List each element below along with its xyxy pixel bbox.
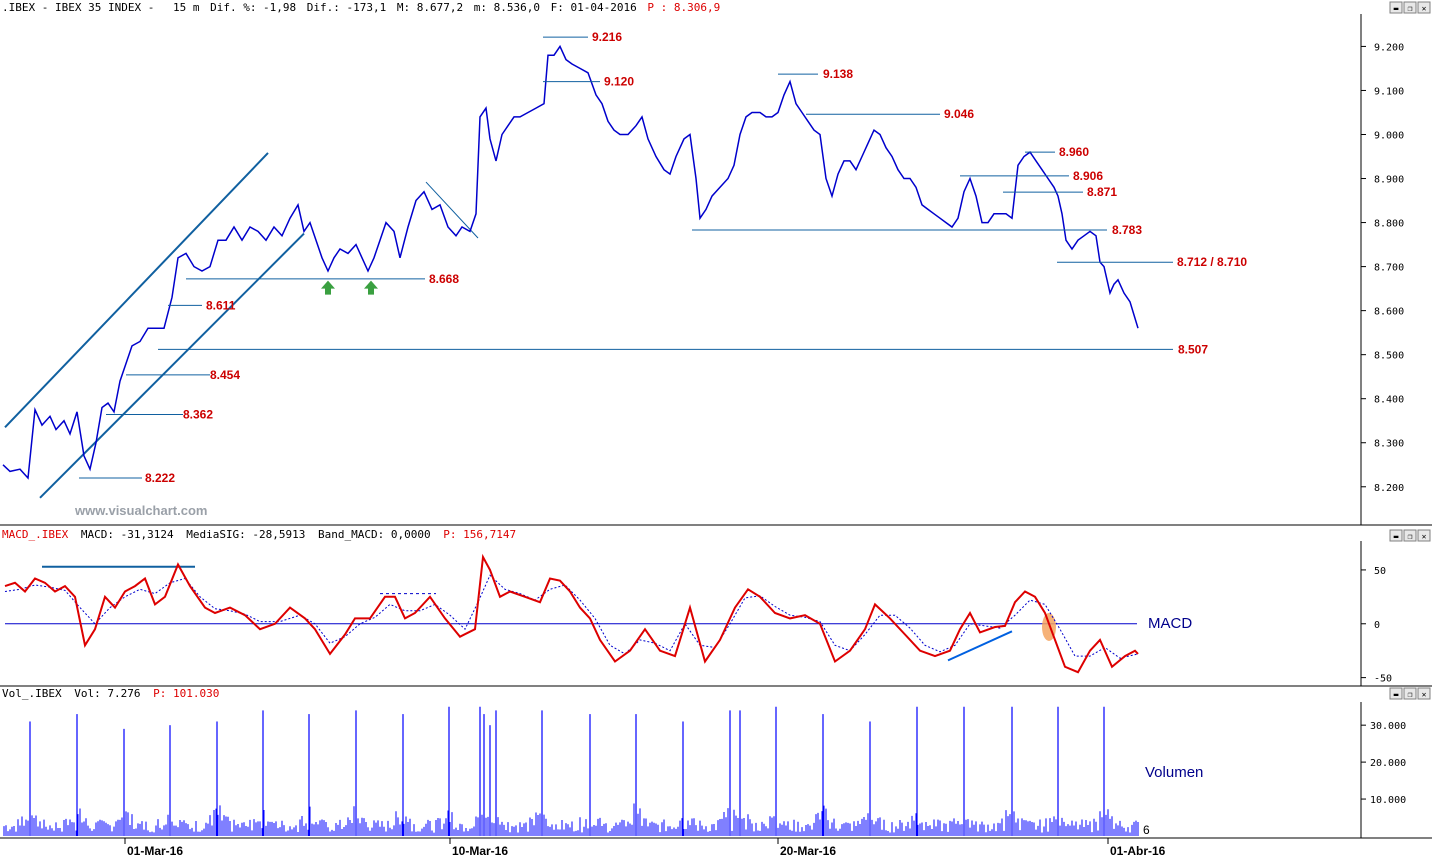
price-y-tick-label: 9.000 xyxy=(1374,130,1404,141)
macd-minimize-icon: ▬ xyxy=(1394,532,1399,541)
volume-bars xyxy=(3,706,1139,836)
price-y-tick-label: 9.200 xyxy=(1374,42,1404,53)
date-tick-label: 01-Mar-16 xyxy=(127,844,183,857)
level-label: 8.362 xyxy=(183,408,213,422)
vol-restore-icon: ❐ xyxy=(1408,690,1413,699)
macd-y-axis: 50 0 -50 xyxy=(1361,566,1392,685)
close-icon: ✕ xyxy=(1422,4,1427,13)
vol-y-tick-label: 30.000 xyxy=(1370,721,1406,732)
macd-annotation-line xyxy=(947,630,1013,662)
macd-restore-icon: ❐ xyxy=(1408,532,1413,541)
level-label: 8.783 xyxy=(1112,223,1142,237)
volume-label: Volumen xyxy=(1145,764,1203,781)
date-tick-label: 01-Abr-16 xyxy=(1110,844,1166,857)
close-button[interactable] xyxy=(1417,1,1431,14)
watermark: www.visualchart.com xyxy=(74,503,207,518)
level-label: 8.668 xyxy=(429,272,459,286)
macd-y-tick-label: 0 xyxy=(1374,620,1380,631)
macd-label: MACD xyxy=(1148,615,1192,632)
price-y-tick-label: 8.900 xyxy=(1374,175,1404,186)
level-label: 9.216 xyxy=(592,30,622,44)
volume-header: Vol_.IBEX Vol: 7.276 P: 101.030 xyxy=(2,687,219,700)
level-label: 8.222 xyxy=(145,471,175,485)
volume-y-axis: 30.000 20.000 10.000 xyxy=(1361,721,1406,806)
channel-line xyxy=(4,152,269,429)
macd-y-tick-label: -50 xyxy=(1374,674,1392,685)
price-levels: 9.216 9.120 9.138 9.046 8.960 8.906 8.871 8.783… xyxy=(79,30,1247,485)
price-y-tick-label: 8.400 xyxy=(1374,395,1404,406)
macd-line xyxy=(4,553,1139,674)
price-markers xyxy=(321,280,378,295)
price-y-tick-label: 9.100 xyxy=(1374,86,1404,97)
level-label: 9.138 xyxy=(823,67,853,81)
vol-close-button[interactable] xyxy=(1417,687,1431,700)
macd-header: MACD_.IBEX MACD: -31,3124 MediaSIG: -28,… xyxy=(2,528,516,541)
minimize-icon: ▬ xyxy=(1394,4,1399,13)
minimize-button[interactable] xyxy=(1389,1,1403,14)
trend-segment xyxy=(425,181,479,239)
vol-minimize-icon: ▬ xyxy=(1394,690,1399,699)
up-arrow-icon xyxy=(321,280,335,295)
macd-restore-button[interactable] xyxy=(1403,529,1417,542)
macd-y-tick-label: 50 xyxy=(1374,566,1386,577)
vol-restore-button[interactable] xyxy=(1403,687,1417,700)
price-y-tick-label: 8.200 xyxy=(1374,483,1404,494)
price-y-tick-label: 8.500 xyxy=(1374,351,1404,362)
level-label: 8.611 xyxy=(206,298,236,312)
restore-button[interactable] xyxy=(1403,1,1417,14)
vol-close-icon: ✕ xyxy=(1422,690,1427,699)
vol-y-tick-label: 20.000 xyxy=(1370,758,1406,769)
level-label: 9.120 xyxy=(604,75,634,89)
macd-close-button[interactable] xyxy=(1417,529,1431,542)
volume-last-marker: 6 xyxy=(1143,823,1150,837)
price-y-tick-label: 8.600 xyxy=(1374,307,1404,318)
macd-signal-line xyxy=(4,574,1139,659)
macd-close-icon: ✕ xyxy=(1422,532,1427,541)
level-label: 8.871 xyxy=(1087,185,1117,199)
volume-panel: Vol_.IBEX Vol: 7.276 P: 101.030 ▬ ❐ ✕ 30… xyxy=(0,687,1432,839)
price-window-buttons: ▬ ❐ ✕ xyxy=(1389,1,1431,14)
date-tick-label: 10-Mar-16 xyxy=(452,844,508,857)
macd-panel: MACD_.IBEX MACD: -31,3124 MediaSIG: -28,… xyxy=(0,528,1432,687)
restore-icon: ❐ xyxy=(1408,4,1413,13)
level-label: 8.454 xyxy=(210,368,240,382)
vol-y-tick-label: 10.000 xyxy=(1370,795,1406,806)
level-label: 8.960 xyxy=(1059,145,1089,159)
price-panel: .IBEX - IBEX 35 INDEX - 15 m Dif. %: -1,… xyxy=(0,1,1432,526)
macd-window-buttons: ▬ ❐ ✕ xyxy=(1389,529,1431,542)
level-label: 9.046 xyxy=(944,107,974,121)
price-y-axis: 9.200 9.100 9.000 8.900 8.800 8.700 8.600 8.500… xyxy=(1361,42,1404,494)
volume-window-buttons: ▬ ❐ ✕ xyxy=(1389,687,1431,700)
price-header: .IBEX - IBEX 35 INDEX - 15 m Dif. %: -1,… xyxy=(2,1,720,14)
date-tick-label: 20-Mar-16 xyxy=(780,844,836,857)
price-y-tick-label: 8.800 xyxy=(1374,219,1404,230)
price-series-line xyxy=(2,44,1139,480)
macd-annotations xyxy=(42,565,1056,662)
macd-minimize-button[interactable] xyxy=(1389,529,1403,542)
level-label: 8.906 xyxy=(1073,169,1103,183)
up-arrow-icon xyxy=(364,280,378,295)
vol-minimize-button[interactable] xyxy=(1389,687,1403,700)
level-label: 8.712 / 8.710 xyxy=(1177,255,1247,269)
level-label: 8.507 xyxy=(1178,342,1208,356)
price-y-tick-label: 8.700 xyxy=(1374,263,1404,274)
price-y-tick-label: 8.300 xyxy=(1374,439,1404,450)
date-axis: 01-Mar-16 10-Mar-16 20-Mar-16 01-Abr-16 xyxy=(124,838,1166,857)
